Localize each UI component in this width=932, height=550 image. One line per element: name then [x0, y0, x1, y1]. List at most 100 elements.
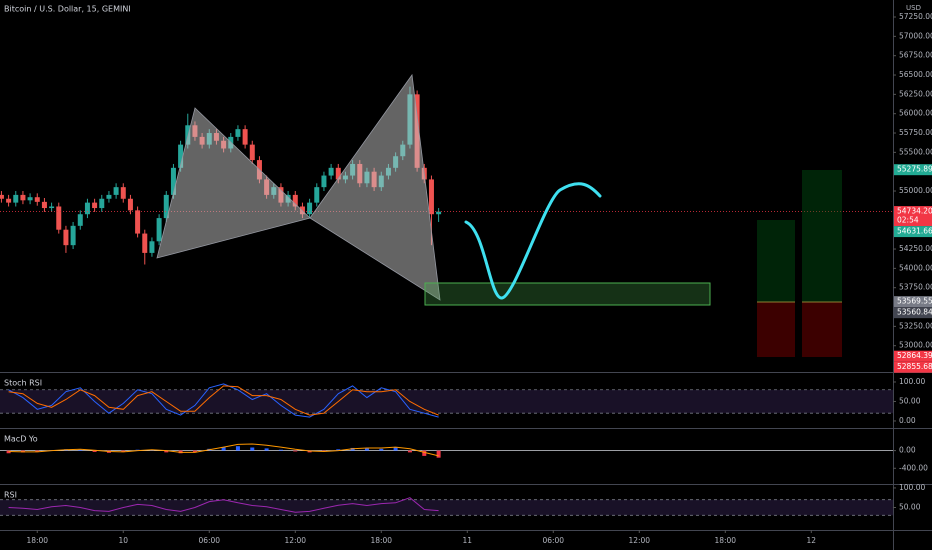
price-label-box [894, 164, 932, 176]
long-loss [757, 302, 795, 357]
pattern-left [156, 107, 311, 259]
candle-body [235, 129, 241, 137]
price-label-box [894, 361, 932, 373]
x-tick-label: 06:00 [542, 536, 564, 545]
candle-body [249, 144, 255, 161]
y-tick-label: 50.00 [899, 396, 921, 405]
macd-bar [278, 449, 283, 451]
candle-body [120, 187, 126, 199]
long-profit [802, 170, 842, 302]
macd-bar [422, 450, 427, 456]
price-label: 53560.84 [897, 308, 932, 317]
long-profit [757, 220, 795, 302]
band-fill [0, 499, 893, 516]
macd-bar [407, 450, 412, 453]
candle-body [27, 197, 33, 201]
y-tick-label: 53750.00 [899, 283, 932, 292]
price-label: 55275.89 [897, 165, 932, 174]
x-tick-label: 18:00 [714, 536, 736, 545]
macd-line [8, 443, 439, 457]
macd-bar [164, 450, 169, 453]
macd-bar [92, 450, 97, 452]
price-label: 54734.20 [897, 207, 932, 216]
macd-bar [192, 450, 197, 452]
y-tick-label: 56250.00 [899, 89, 932, 98]
price-label-box [894, 307, 932, 319]
candle-body [41, 201, 47, 209]
macd-bar [78, 449, 83, 451]
indicator-line [8, 385, 439, 416]
candle-body [170, 167, 176, 195]
y-tick-label: 57000.00 [899, 31, 932, 40]
candle-body [13, 194, 19, 203]
candle-body [335, 167, 341, 180]
candle-body [92, 202, 98, 209]
macd-bar [235, 446, 240, 451]
macd-bar [221, 447, 226, 451]
macd-bar [293, 450, 298, 452]
price-label-box [894, 226, 932, 238]
projection-curve [464, 182, 602, 300]
price-label: 53569.55 [897, 297, 932, 306]
candle-body [142, 233, 148, 253]
long-loss [802, 302, 842, 357]
candle-body [99, 198, 105, 209]
macd-bar [149, 450, 154, 451]
y-tick-label: 54250.00 [899, 244, 932, 253]
y-tick-label: 56750.00 [899, 51, 932, 60]
macd-bar [393, 447, 398, 451]
y-tick-label: 100.00 [899, 483, 925, 492]
candle-body [20, 194, 26, 201]
price-label-box [894, 206, 932, 227]
candle-body [56, 206, 62, 230]
y-tick-label: 54000.00 [899, 263, 932, 272]
pane-title: MacD Yo [4, 435, 38, 444]
candle-body [127, 198, 133, 211]
band-fill [0, 389, 893, 414]
y-tick-label: 56000.00 [899, 109, 932, 118]
candle-body [113, 187, 119, 195]
macd-bar [336, 449, 341, 451]
candle-body [163, 194, 169, 219]
candle-body [49, 206, 55, 209]
macd-bar [364, 448, 369, 451]
price-label: 52864.39 [897, 351, 932, 360]
candle-body [77, 214, 83, 226]
macd-bar [121, 450, 126, 452]
candle-body [34, 197, 40, 202]
price-label-box [894, 350, 932, 362]
pane-title: Stoch RSI [4, 379, 42, 388]
y-tick-label: -400.00 [899, 463, 928, 472]
y-tick-label: 53250.00 [899, 321, 932, 330]
x-tick-label: 12:00 [284, 536, 306, 545]
macd-bar [436, 450, 441, 458]
price-label-box [894, 296, 932, 308]
x-tick-label: 10 [118, 536, 128, 545]
price-label: 52855.68 [897, 362, 932, 371]
candle-body [307, 202, 313, 215]
macd-bar [35, 450, 40, 452]
countdown: 02:54 [897, 216, 919, 225]
indicator-line [8, 497, 439, 513]
y-tick-label: 55750.00 [899, 128, 932, 137]
target-zone [424, 282, 711, 306]
candle-body [6, 198, 12, 203]
macd-bar [264, 448, 269, 451]
candle-body [436, 211, 442, 215]
y-tick-label: 0.00 [899, 416, 916, 425]
y-tick-label: 53000.00 [899, 341, 932, 350]
x-tick-label: 18:00 [370, 536, 392, 545]
pane-title: RSI [4, 491, 17, 500]
candle-body [106, 194, 112, 199]
y-tick-label: 55000.00 [899, 186, 932, 195]
x-tick-label: 18:00 [26, 536, 48, 545]
candle-body [321, 175, 327, 188]
y-tick-label: 56500.00 [899, 70, 932, 79]
y-tick-label: 100.00 [899, 377, 925, 386]
candle-body [84, 202, 90, 215]
y-tick-label: 55500.00 [899, 147, 932, 156]
x-tick-label: 12 [807, 536, 817, 545]
